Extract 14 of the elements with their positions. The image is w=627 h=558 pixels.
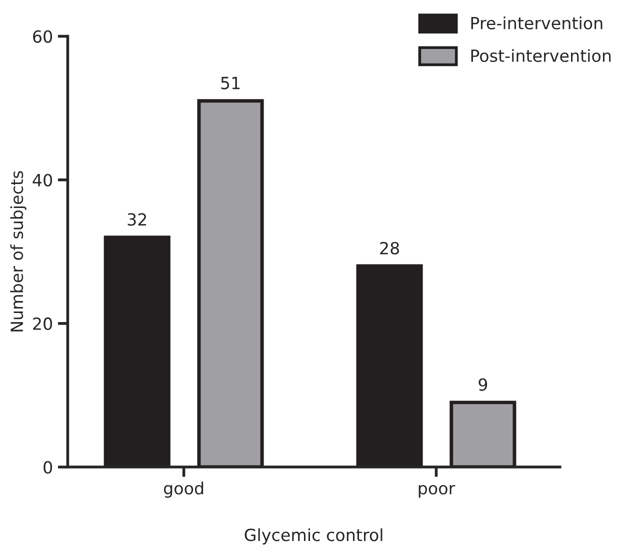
x-tick-label: poor: [418, 484, 456, 498]
y-tick-label: 0: [44, 461, 52, 474]
y-axis-title: Number of subjects: [10, 171, 26, 332]
y-tick-label: 20: [33, 317, 52, 330]
data-label: 51: [221, 76, 240, 90]
data-label: 9: [478, 378, 488, 391]
legend-label: Pre-intervention: [471, 16, 602, 30]
y-tick-label: 40: [32, 174, 52, 186]
x-axis-title: Glycemic control: [244, 528, 382, 544]
data-label: 32: [128, 213, 146, 226]
y-tick-label: 60: [33, 30, 52, 43]
data-label: 28: [380, 242, 399, 254]
legend-label: Post-intervention: [471, 49, 611, 62]
x-tick-label: good: [164, 482, 204, 498]
